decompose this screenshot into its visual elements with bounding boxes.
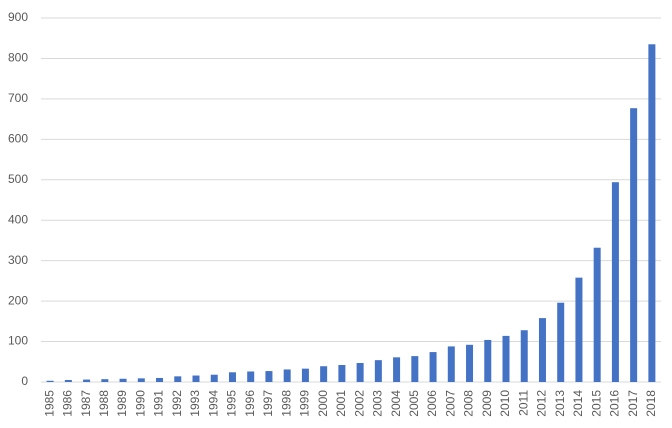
- x-tick-label: 2003: [371, 390, 385, 417]
- bar: [137, 378, 145, 382]
- bar: [64, 379, 72, 382]
- bar: [502, 335, 510, 382]
- bar: [575, 277, 583, 382]
- x-tick-label: 1995: [225, 390, 239, 417]
- x-tick-label: 1991: [152, 390, 166, 417]
- x-tick-label: 1992: [170, 390, 184, 417]
- bar: [611, 182, 619, 382]
- x-tick-label: 2010: [498, 390, 512, 417]
- bar: [393, 357, 401, 382]
- bar: [156, 377, 164, 382]
- y-tick-label: 300: [8, 253, 28, 267]
- bar: [593, 247, 601, 382]
- x-tick-label: 2002: [352, 390, 366, 417]
- x-tick-label: 1998: [279, 390, 293, 417]
- bar: [466, 344, 474, 382]
- x-tick-label: 2013: [553, 390, 567, 417]
- bar: [630, 108, 638, 383]
- x-tick-label: 2012: [535, 390, 549, 417]
- y-tick-label: 0: [21, 374, 28, 388]
- bar: [101, 379, 109, 382]
- bar: [265, 371, 273, 382]
- bar: [247, 371, 255, 382]
- x-tick-label: 1985: [42, 390, 56, 417]
- x-tick-label: 2009: [480, 390, 494, 417]
- bar: [174, 376, 182, 382]
- bar: [83, 379, 91, 382]
- x-tick-label: 1996: [243, 390, 257, 417]
- x-tick-label: 1990: [133, 390, 147, 417]
- x-tick-label: 2001: [334, 390, 348, 417]
- x-tick-label: 2006: [425, 390, 439, 417]
- bar: [538, 318, 546, 382]
- bar: [210, 374, 218, 382]
- bar: [374, 360, 382, 382]
- x-tick-label: 1989: [115, 390, 129, 417]
- bar: [119, 378, 127, 382]
- bar: [338, 365, 346, 382]
- x-tick-label: 1997: [261, 390, 275, 417]
- x-tick-label: 1999: [298, 390, 312, 417]
- y-tick-label: 900: [8, 10, 28, 24]
- x-tick-label: 2011: [516, 390, 530, 416]
- bar: [228, 372, 236, 382]
- x-tick-label: 2007: [443, 390, 457, 417]
- bar: [484, 339, 492, 382]
- x-tick-label: 1993: [188, 390, 202, 417]
- x-tick-label: 1988: [97, 390, 111, 417]
- x-tick-label: 2000: [316, 390, 330, 417]
- bar: [46, 380, 54, 382]
- x-tick-label: 2004: [389, 390, 403, 417]
- x-tick-label: 2008: [462, 390, 476, 417]
- bar: [411, 356, 419, 382]
- y-tick-label: 200: [8, 293, 28, 307]
- x-tick-label: 2017: [626, 390, 640, 417]
- bar: [648, 44, 656, 383]
- bar: [429, 352, 437, 382]
- x-tick-label: 2016: [608, 390, 622, 417]
- bar: [192, 375, 200, 382]
- y-tick-label: 700: [8, 91, 28, 105]
- bar: [283, 369, 291, 382]
- bar: [320, 366, 328, 382]
- x-tick-label: 1994: [206, 390, 220, 417]
- x-tick-label: 2018: [644, 390, 658, 417]
- y-tick-label: 800: [8, 51, 28, 65]
- x-tick-label: 1986: [61, 390, 75, 417]
- y-tick-label: 400: [8, 212, 28, 226]
- bar: [356, 362, 364, 382]
- x-tick-label: 2015: [589, 390, 603, 417]
- bar: [520, 330, 528, 382]
- x-tick-label: 2005: [407, 390, 421, 417]
- bar: [557, 302, 565, 382]
- bar: [447, 346, 455, 382]
- y-tick-label: 100: [8, 334, 28, 348]
- y-tick-label: 500: [8, 172, 28, 186]
- bar: [301, 368, 309, 382]
- x-tick-label: 1987: [79, 390, 93, 417]
- y-tick-label: 600: [8, 132, 28, 146]
- x-tick-label: 2014: [571, 390, 585, 417]
